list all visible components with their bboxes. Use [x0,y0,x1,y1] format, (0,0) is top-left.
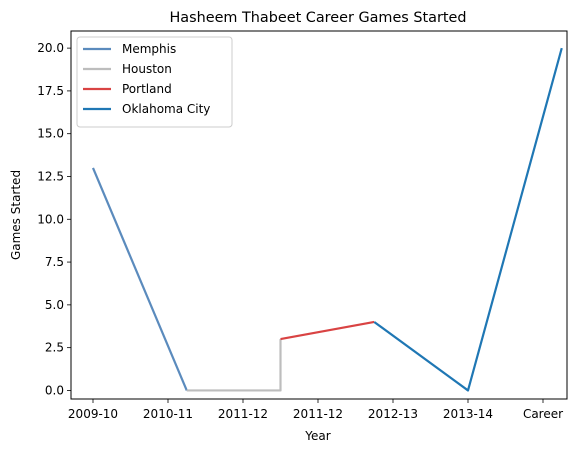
y-tick-label: 7.5 [45,255,64,269]
x-tick-label: 2010-11 [143,407,193,421]
y-tick-label: 17.5 [37,84,64,98]
x-tick-label: 2009-10 [68,407,118,421]
legend-label: Memphis [122,42,176,56]
legend: Memphis Houston Portland Oklahoma City [76,36,233,128]
plot-area [70,30,568,400]
y-tick-label: 5.0 [45,298,64,312]
chart-title: Hasheem Thabeet Career Games Started [169,10,466,26]
series-line-oklahoma-city [373,47,563,392]
y-tick-label: 2.5 [45,341,64,355]
y-tick-label: 0.0 [45,383,64,397]
y-tick-label: 12.5 [37,169,64,183]
series-layer [91,47,563,392]
x-tick-label: Career [523,407,563,421]
legend-label: Houston [122,62,172,76]
y-axis-title: Games Started [9,170,23,260]
y-axis: 0.0 2.5 5.0 7.5 10.0 12.5 15.0 17.5 20.0 [37,41,71,397]
x-tick-label: 2011-12 [293,407,343,421]
x-tick-label: 2012-13 [368,407,418,421]
x-axis-title: Year [304,429,330,443]
x-tick-label: 2013-14 [443,407,493,421]
y-tick-label: 10.0 [37,212,64,226]
series-line-houston [186,339,282,392]
legend-box [76,36,233,128]
legend-label: Portland [122,82,172,96]
x-axis: 2009-10 2010-11 2011-12 2011-12 2012-13 2013-… [68,399,563,421]
series-line-memphis [91,167,188,391]
y-tick-label: 20.0 [37,41,64,55]
x-tick-label: 2011-12 [218,407,268,421]
y-tick-label: 15.0 [37,127,64,141]
legend-label: Oklahoma City [122,102,210,116]
series-line-portland [280,320,375,341]
